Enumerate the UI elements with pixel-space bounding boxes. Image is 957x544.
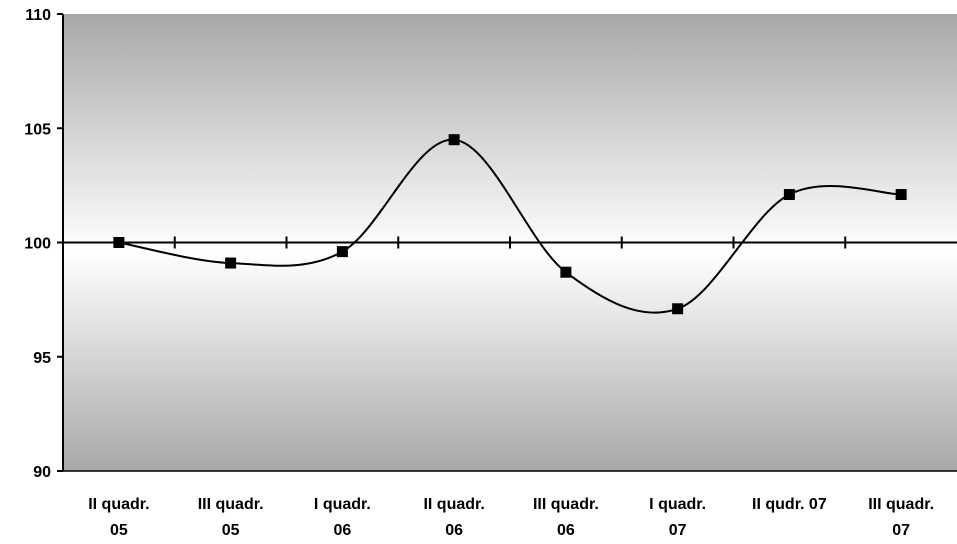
y-tick-label: 105 [24, 121, 51, 138]
data-point-marker [783, 189, 795, 201]
y-tick-label: 90 [33, 464, 51, 481]
data-point-marker [560, 266, 572, 278]
data-point-marker [448, 134, 460, 146]
x-tick-label: III quadr. 05 [198, 496, 264, 539]
y-tick-label: 95 [33, 350, 51, 367]
data-point-marker [895, 189, 907, 201]
x-tick-label: II quadr. 05 [88, 496, 149, 539]
x-tick-label: I quadr. 07 [649, 496, 706, 539]
x-tick-label: II quadr. 06 [423, 496, 484, 539]
y-tick-label: 100 [24, 236, 51, 253]
data-point-marker [113, 237, 125, 248]
x-tick-label: III quadr. 07 [868, 496, 934, 539]
data-point-marker [672, 303, 684, 315]
x-tick-label: I quadr. 06 [314, 496, 371, 539]
series-line [118, 138, 902, 314]
x-tick-label: III quadr. 06 [533, 496, 599, 539]
data-point-marker [336, 246, 348, 258]
x-tick-label: II qudr. 07 [752, 496, 827, 513]
data-point-marker [225, 257, 237, 269]
y-tick-label: 110 [25, 7, 51, 24]
